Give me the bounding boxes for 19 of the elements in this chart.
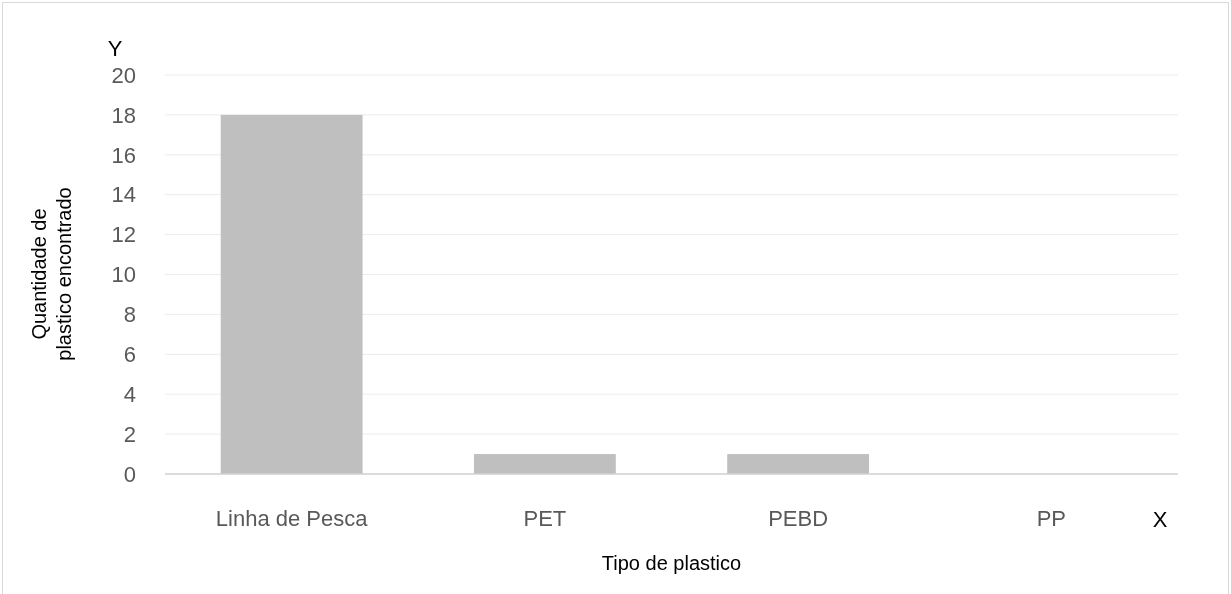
- x-tick-label: Linha de Pesca: [215, 506, 369, 531]
- y-tick-label: 20: [111, 62, 136, 88]
- x-tick-label: PET: [523, 506, 567, 531]
- y-tick-label: 16: [111, 142, 136, 168]
- x-tick-label: PP: [1036, 506, 1067, 531]
- y-tick-label: 18: [111, 102, 136, 128]
- y-tick-label: 0: [123, 461, 136, 487]
- y-tick-label: 2: [123, 421, 136, 447]
- y-tick-label: 4: [123, 381, 136, 407]
- y-tick-label: 8: [123, 302, 136, 328]
- x-tick-label: PEBD: [768, 506, 829, 531]
- text: Y: [107, 36, 123, 61]
- y-tick-label: 6: [123, 342, 136, 367]
- x-axis-title: Tipo de plastico: [601, 552, 742, 574]
- y-tick-label: 14: [111, 182, 136, 208]
- text: X: [1152, 507, 1168, 532]
- y-tick-label: 12: [111, 222, 136, 248]
- y-tick-label: 10: [111, 262, 136, 288]
- y-axis-title: Quantidade de plastico encontrado: [28, 187, 75, 361]
